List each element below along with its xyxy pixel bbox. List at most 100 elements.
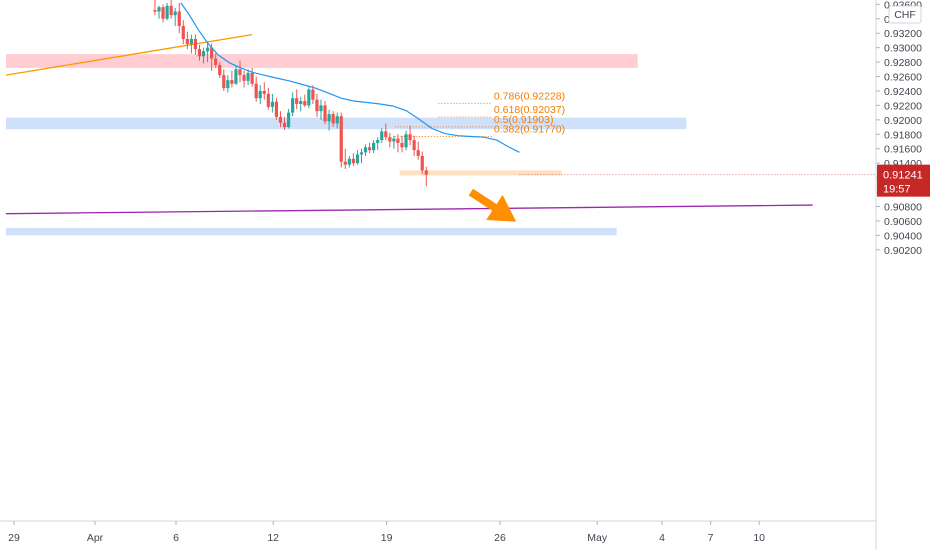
candle-body[interactable] [266,93,270,107]
candle-body[interactable] [384,131,388,138]
candle-body[interactable] [165,5,169,19]
fib-level-label: 0.618(0.92037) [494,104,565,116]
candle-body[interactable] [303,101,307,106]
y-tick-label: 0.92400 [884,86,922,98]
candle-body[interactable] [416,150,420,156]
channel-line[interactable] [5,204,813,215]
candle-body[interactable] [181,25,185,39]
current-price-box[interactable] [877,164,930,197]
x-tick-label: 12 [267,532,279,544]
candle-body[interactable] [177,11,181,26]
candle-body[interactable] [282,122,287,128]
x-tick-label: May [587,532,608,544]
countdown-label: 19:57 [883,184,911,196]
x-tick-label: 4 [659,532,665,544]
candle-body[interactable] [157,7,161,12]
candle-body[interactable] [226,80,230,89]
x-tick-label: 7 [708,532,714,544]
candle-body[interactable] [234,69,238,84]
candle-body[interactable] [173,11,177,16]
candle-body[interactable] [201,51,206,57]
fib-zone[interactable] [5,117,687,130]
candle-body[interactable] [307,89,311,106]
candle-body[interactable] [169,5,173,16]
candle-body[interactable] [299,101,303,104]
candle-body[interactable] [185,38,189,45]
candle-body[interactable] [380,131,384,141]
candle-body[interactable] [420,155,424,171]
candle-body[interactable] [412,140,416,151]
x-tick-label: 19 [381,532,393,544]
rising-trendline[interactable] [5,34,253,76]
candle-body[interactable] [327,114,331,122]
y-tick-label: 0.92200 [884,100,922,112]
candle-body[interactable] [315,99,319,112]
candle-body[interactable] [262,90,266,94]
y-tick-label: 0.90800 [884,201,922,213]
candle-body[interactable] [153,10,157,12]
candle-body[interactable] [376,140,380,143]
candle-body[interactable] [339,116,343,162]
fib-level-label: 0.786(0.92228) [494,90,565,102]
candle-body[interactable] [218,64,222,76]
candle-body[interactable] [242,75,246,81]
candle-body[interactable] [331,114,335,124]
candle-body[interactable] [351,158,355,164]
candle-body[interactable] [254,83,258,99]
candle-body[interactable] [388,137,392,142]
plot-area[interactable] [0,0,876,521]
y-tick-label: 0.92800 [884,57,922,69]
x-tick-label: 26 [494,532,506,544]
candle-body[interactable] [343,161,347,165]
candle-body[interactable] [210,47,214,59]
candle-body[interactable] [214,58,218,65]
candle-body[interactable] [396,138,400,143]
candle-body[interactable] [311,89,315,100]
candle-body[interactable] [424,170,428,175]
candle-body[interactable] [404,134,408,148]
candle-body[interactable] [347,158,351,165]
candle-body[interactable] [286,112,291,128]
candle-body[interactable] [367,147,372,151]
down-arrow-icon[interactable] [468,188,517,222]
y-tick-label: 0.90600 [884,216,922,228]
target-zone[interactable] [5,228,617,236]
candle-body[interactable] [238,69,242,76]
candle-body[interactable] [335,116,339,124]
candle-body[interactable] [363,147,368,153]
support-zone[interactable] [399,170,562,176]
currency-badge: CHF [888,5,922,24]
candle-body[interactable] [193,38,198,50]
candle-body[interactable] [372,142,376,151]
candle-body[interactable] [161,7,165,19]
candle-body[interactable] [392,138,396,142]
candle-body[interactable] [189,38,193,45]
candle-body[interactable] [246,72,250,81]
candle-body[interactable] [359,152,364,155]
candle-body[interactable] [408,134,412,141]
y-tick-label: 0.93000 [884,43,922,55]
candle-body[interactable] [291,98,295,113]
y-tick-label: 0.92600 [884,72,922,84]
candle-body[interactable] [319,105,323,112]
candle-body[interactable] [400,142,404,148]
x-tick-label: 29 [8,532,20,544]
candle-body[interactable] [197,49,202,57]
resistance-zone[interactable] [5,54,638,68]
candle-body[interactable] [205,47,210,52]
y-tick-label: 0.91800 [884,129,922,141]
candle-body[interactable] [222,75,226,89]
candle-body[interactable] [323,105,327,122]
candle-body[interactable] [274,101,279,117]
candle-body[interactable] [278,116,283,123]
candle-body[interactable] [250,72,254,84]
candle-body[interactable] [295,98,299,104]
moving-average-line[interactable] [180,2,520,153]
candle-body[interactable] [270,101,274,107]
candle-body[interactable] [355,154,360,164]
y-tick-label: 0.90400 [884,230,922,242]
candle-body[interactable] [230,80,234,84]
candle-body[interactable] [258,90,262,99]
